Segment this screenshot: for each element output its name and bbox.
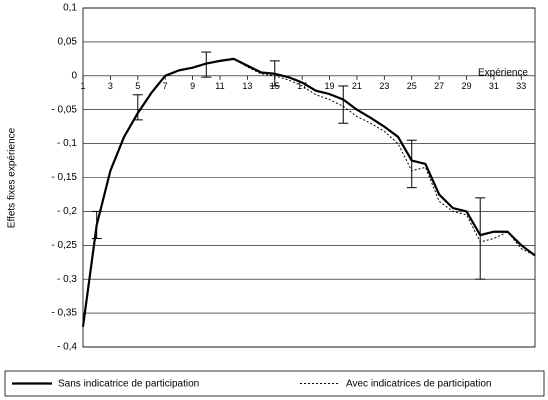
x-tick-label: 13 <box>242 81 252 91</box>
x-tick-label: 7 <box>163 81 168 91</box>
legend-label: Avec indicatrices de participation <box>346 379 491 390</box>
legend-label: Sans indicatrice de participation <box>58 379 199 390</box>
y-axis-label: Effets fixes expérience <box>7 127 18 228</box>
x-tick-label: 9 <box>190 81 195 91</box>
y-tick-label: - 0,1 <box>57 138 77 149</box>
x-tick-label: 33 <box>516 81 526 91</box>
x-tick-label: 3 <box>108 81 113 91</box>
y-tick-label: - 0,15 <box>51 172 77 183</box>
legend-box <box>4 370 545 397</box>
x-tick-label: 11 <box>215 81 224 91</box>
x-tick-label: 31 <box>489 81 499 91</box>
x-tick-label: 21 <box>352 81 362 91</box>
x-tick-label: 25 <box>407 81 417 91</box>
x-tick-label: 23 <box>379 81 389 91</box>
series-line <box>82 58 536 327</box>
y-tick-label: - 0,4 <box>57 342 77 353</box>
x-tick-label: 1 <box>80 81 85 91</box>
x-tick-label: 5 <box>135 81 140 91</box>
y-tick-label: 0,1 <box>63 3 77 14</box>
y-tick-label: 0 <box>71 70 77 81</box>
x-axis-label: Expérience <box>478 68 528 79</box>
x-tick-label: 29 <box>462 81 472 91</box>
x-tick-label: 19 <box>325 81 335 91</box>
x-tick-label: 27 <box>434 81 444 91</box>
x-tick-label: 17 <box>297 81 307 91</box>
y-tick-label: - 0,05 <box>51 104 77 115</box>
y-tick-label: - 0,2 <box>57 206 77 217</box>
y-tick-label: - 0,3 <box>57 274 77 285</box>
plot-frame <box>82 7 536 348</box>
y-tick-label: - 0,25 <box>51 240 77 251</box>
y-tick-label: 0,05 <box>58 37 78 48</box>
y-tick-label: - 0,35 <box>51 308 77 319</box>
